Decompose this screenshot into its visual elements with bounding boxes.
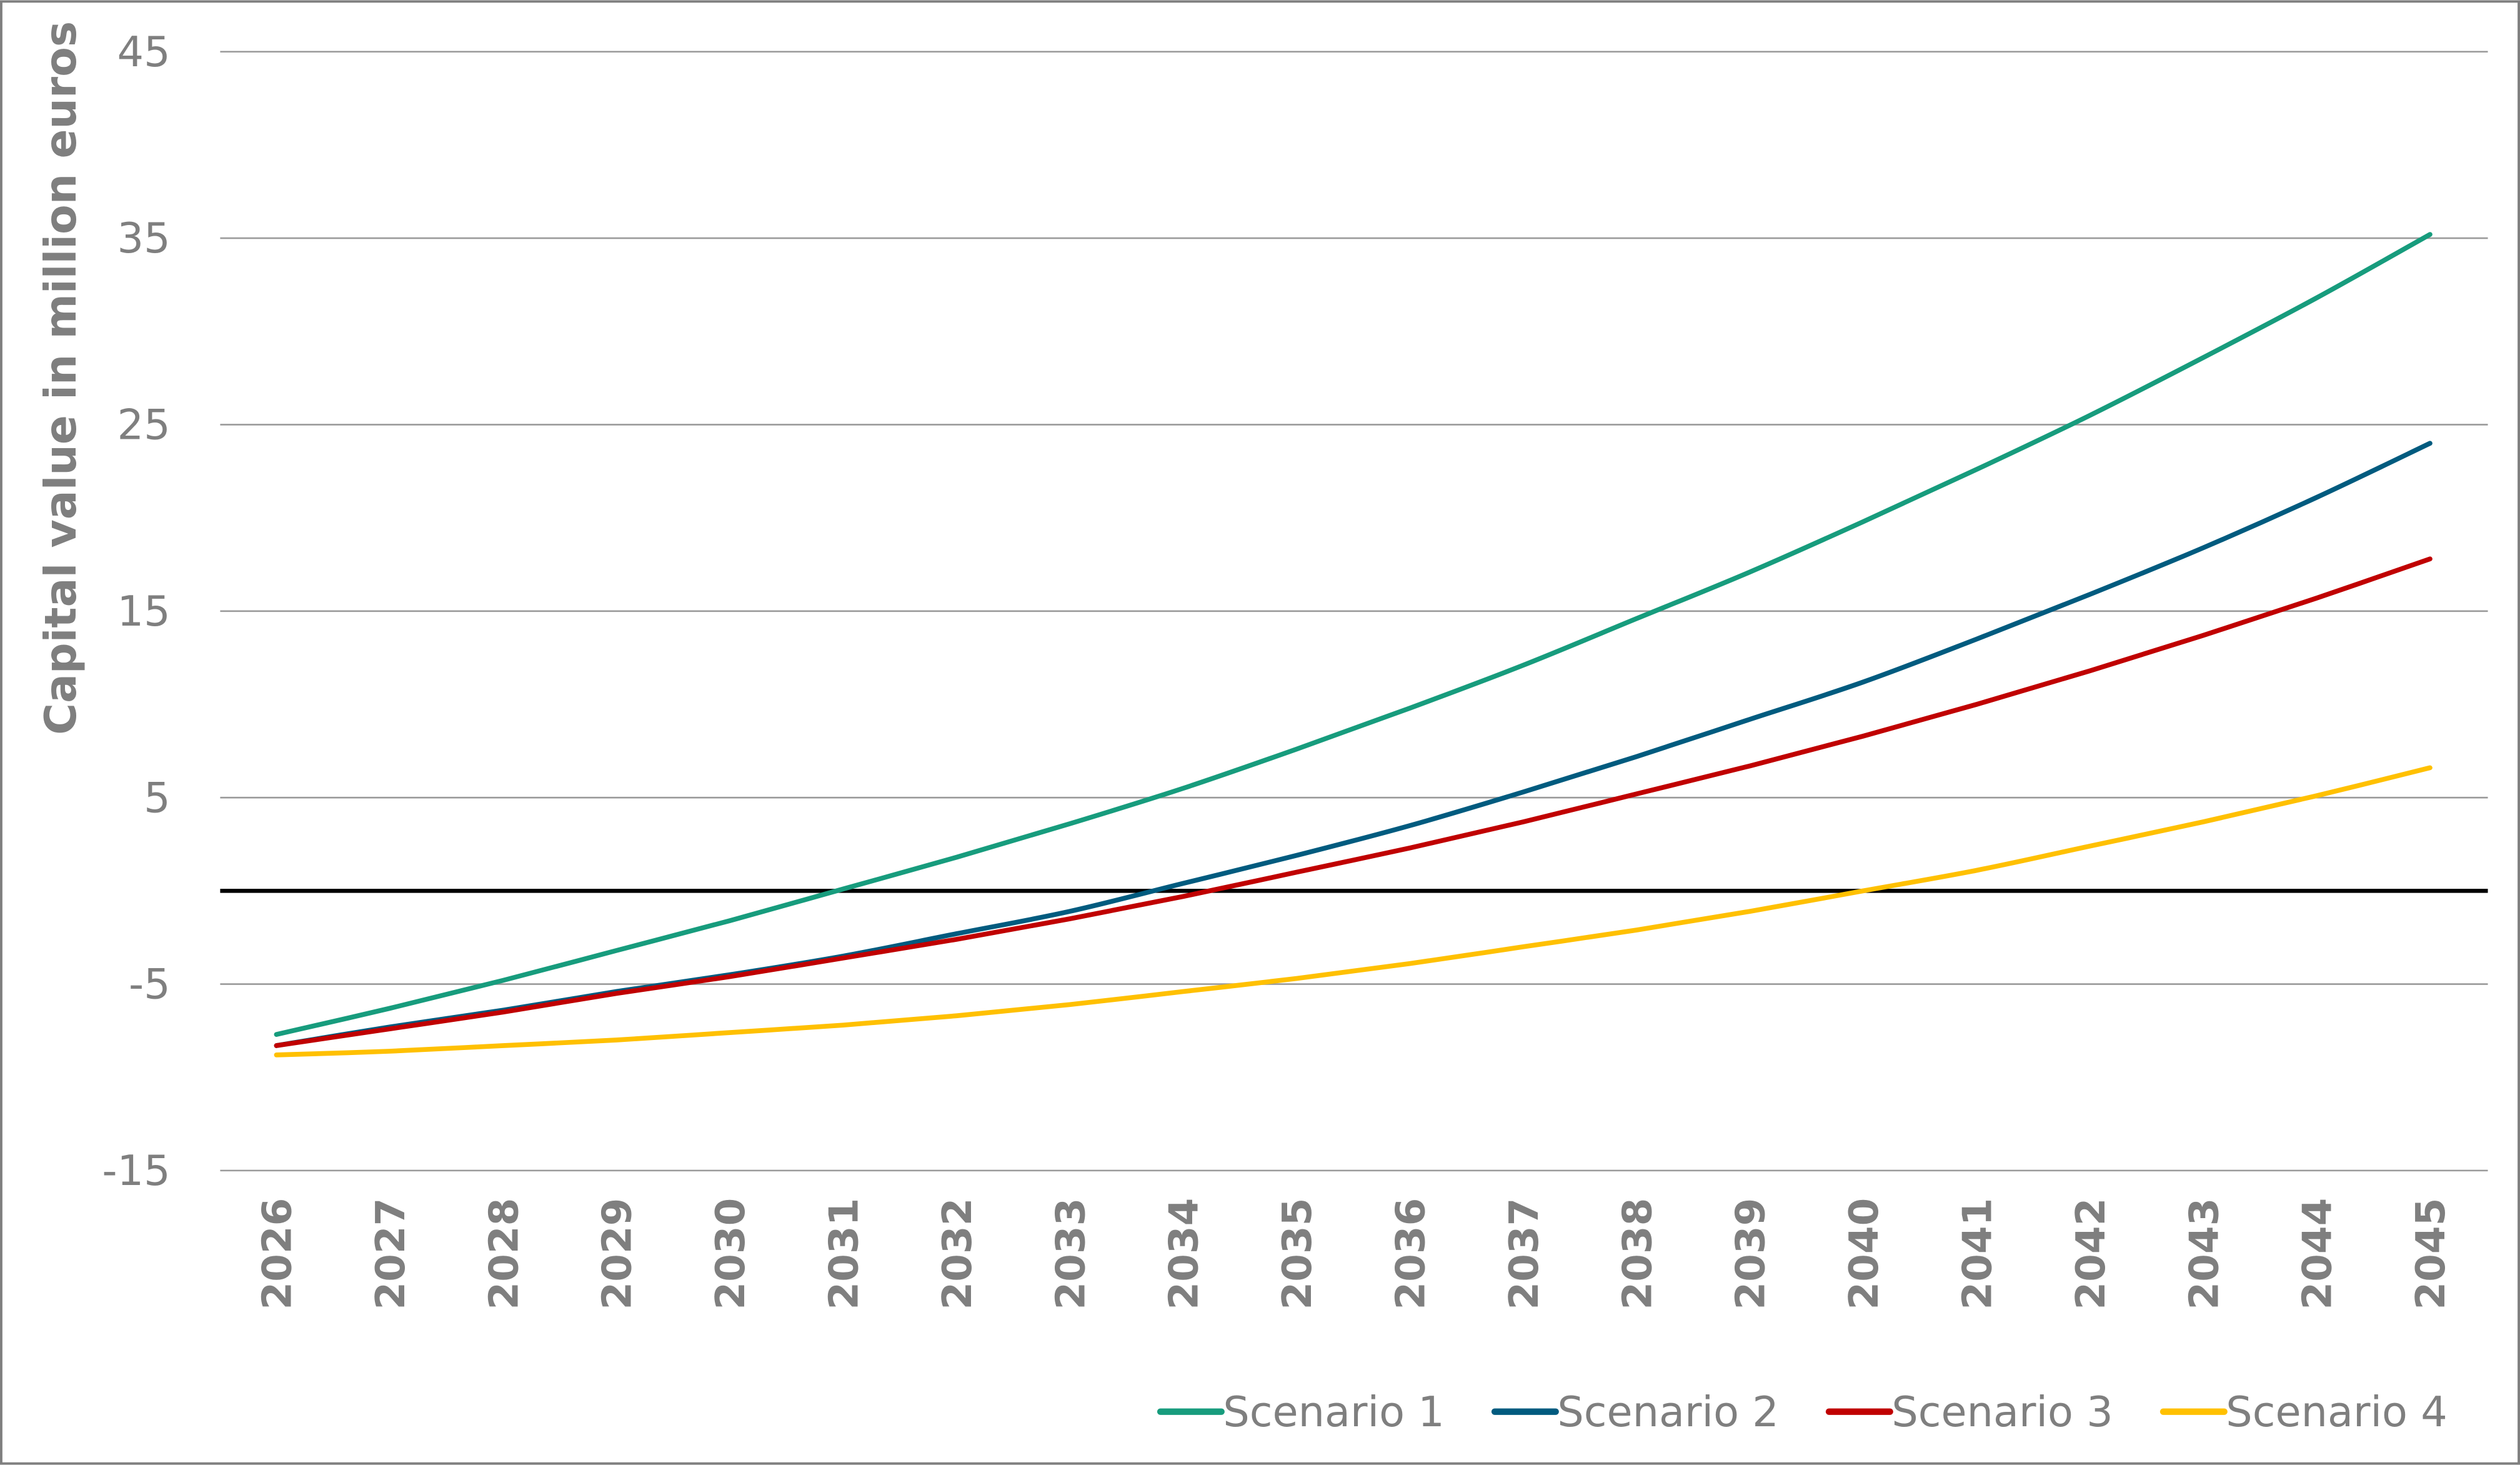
- x-tick-label: 2036: [1388, 1198, 1435, 1310]
- y-tick-label: -5: [129, 960, 171, 1009]
- legend: Scenario 1 Scenario 2 Scenario 3 Scenario 4: [1157, 1388, 2448, 1436]
- series-line-scenario-4: [274, 765, 2433, 1058]
- x-tick-label: 2033: [1047, 1198, 1094, 1310]
- x-tick-label: 2040: [1841, 1198, 1888, 1310]
- legend-label: Scenario 1: [1223, 1388, 1444, 1436]
- x-tick-label: 2042: [2068, 1198, 2114, 1310]
- x-tick-label: 2026: [254, 1198, 301, 1310]
- y-tick-label: 25: [117, 401, 171, 449]
- x-tick-label: 2028: [481, 1198, 527, 1310]
- x-tick-label: 2031: [821, 1198, 868, 1310]
- x-tick-label: 2038: [1614, 1198, 1661, 1310]
- x-tick-label: 2029: [594, 1198, 641, 1310]
- y-tick-label: 15: [117, 587, 171, 636]
- x-tick-label: 2039: [1728, 1198, 1775, 1310]
- x-tick-label: 2041: [1955, 1198, 2001, 1310]
- x-tick-label: 2044: [2294, 1198, 2341, 1310]
- x-tick-label: 2037: [1501, 1198, 1548, 1310]
- legend-label: Scenario 3: [1891, 1388, 2113, 1436]
- y-tick-label: 45: [117, 28, 171, 76]
- legend-label: Scenario 2: [1557, 1388, 1778, 1436]
- x-tick-label: 2027: [367, 1198, 414, 1310]
- x-tick-label: 2035: [1274, 1198, 1321, 1310]
- x-tick-label: 2043: [2181, 1198, 2228, 1310]
- y-tick-label: 5: [144, 773, 171, 822]
- x-tick-label: 2034: [1161, 1198, 1208, 1310]
- y-tick-label: -15: [102, 1146, 170, 1195]
- x-tick-label: 2030: [707, 1198, 754, 1310]
- series-line-scenario-3: [274, 556, 2433, 1048]
- legend-label: Scenario 4: [2226, 1388, 2447, 1436]
- y-tick-label: 35: [117, 214, 171, 262]
- series-line-scenario-1: [274, 232, 2433, 1037]
- x-tick-label: 2032: [934, 1198, 981, 1310]
- x-tick-label: 2045: [2408, 1198, 2454, 1310]
- y-axis-label: Capital value in million euros: [36, 21, 86, 735]
